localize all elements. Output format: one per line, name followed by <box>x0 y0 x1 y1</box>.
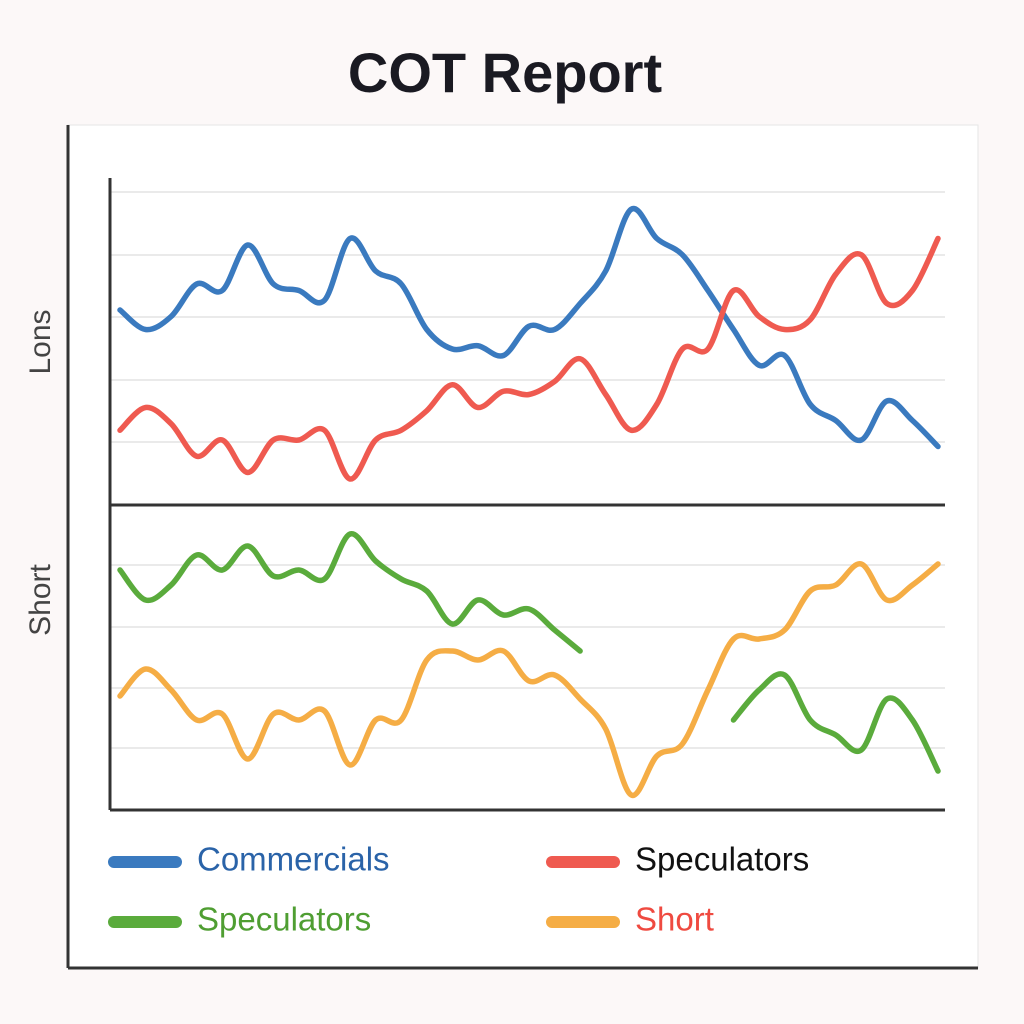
y-axis-label: Lons <box>24 309 57 374</box>
series-line <box>117 531 941 774</box>
series-line <box>117 561 941 798</box>
legend-label: Short <box>635 901 714 938</box>
legend-label: Speculators <box>635 841 809 878</box>
axes <box>108 178 945 812</box>
y-axis-label: Short <box>24 563 57 635</box>
legend-label: Commercials <box>197 841 390 878</box>
grid <box>110 191 945 749</box>
card <box>67 124 979 969</box>
legend-label: Speculators <box>197 901 371 938</box>
series-line <box>117 235 941 482</box>
series-line <box>117 205 941 450</box>
chart-title: COT Report <box>348 41 662 104</box>
